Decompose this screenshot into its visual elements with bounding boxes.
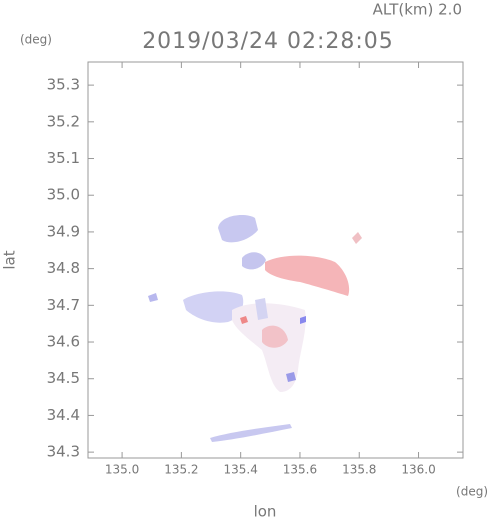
y-tick-label: 34.5	[47, 369, 80, 387]
y-tick-label: 34.9	[47, 222, 80, 240]
y-tick-label: 35.3	[47, 76, 80, 94]
altitude-label: ALT(km) 2.0	[373, 1, 462, 19]
y-unit: (deg)	[20, 33, 52, 47]
echo-blob	[265, 255, 350, 296]
y-tick-label: 34.8	[47, 259, 80, 277]
echo-blob	[148, 293, 158, 302]
y-tick-label: 34.6	[47, 333, 80, 351]
x-tick-label: 135.0	[105, 463, 139, 477]
echo-blob	[242, 252, 266, 270]
echo-blob	[255, 298, 268, 320]
echo-blob	[218, 215, 258, 243]
x-tick-label: 135.6	[283, 463, 317, 477]
y-tick-label: 35.2	[47, 112, 80, 130]
x-tick-label: 135.2	[164, 463, 198, 477]
x-tick-label: 135.4	[223, 463, 257, 477]
y-tick-label: 35.1	[47, 149, 80, 167]
echo-field	[148, 215, 362, 442]
y-tick-label: 35.0	[47, 186, 80, 204]
echo-blob	[232, 303, 306, 392]
echo-blob	[352, 232, 362, 244]
y-tick-label: 34.7	[47, 296, 80, 314]
echo-speck	[300, 316, 306, 324]
plot-frame	[87, 61, 464, 459]
echo-speck	[286, 372, 296, 382]
y-tick-label: 34.3	[47, 443, 80, 461]
echo-blob	[210, 424, 292, 442]
chart-title: 2019/03/24 02:28:05	[142, 29, 394, 54]
echo-blob	[262, 325, 288, 348]
x-axis-label: lon	[254, 503, 277, 521]
x-unit: (deg)	[456, 485, 488, 499]
x-tick-label: 136.0	[401, 463, 435, 477]
echo-speck	[240, 316, 248, 324]
y-axis-label: lat	[1, 250, 19, 269]
echo-blob	[183, 291, 244, 323]
x-tick-label: 135.8	[342, 463, 376, 477]
y-tick-label: 34.4	[47, 406, 80, 424]
